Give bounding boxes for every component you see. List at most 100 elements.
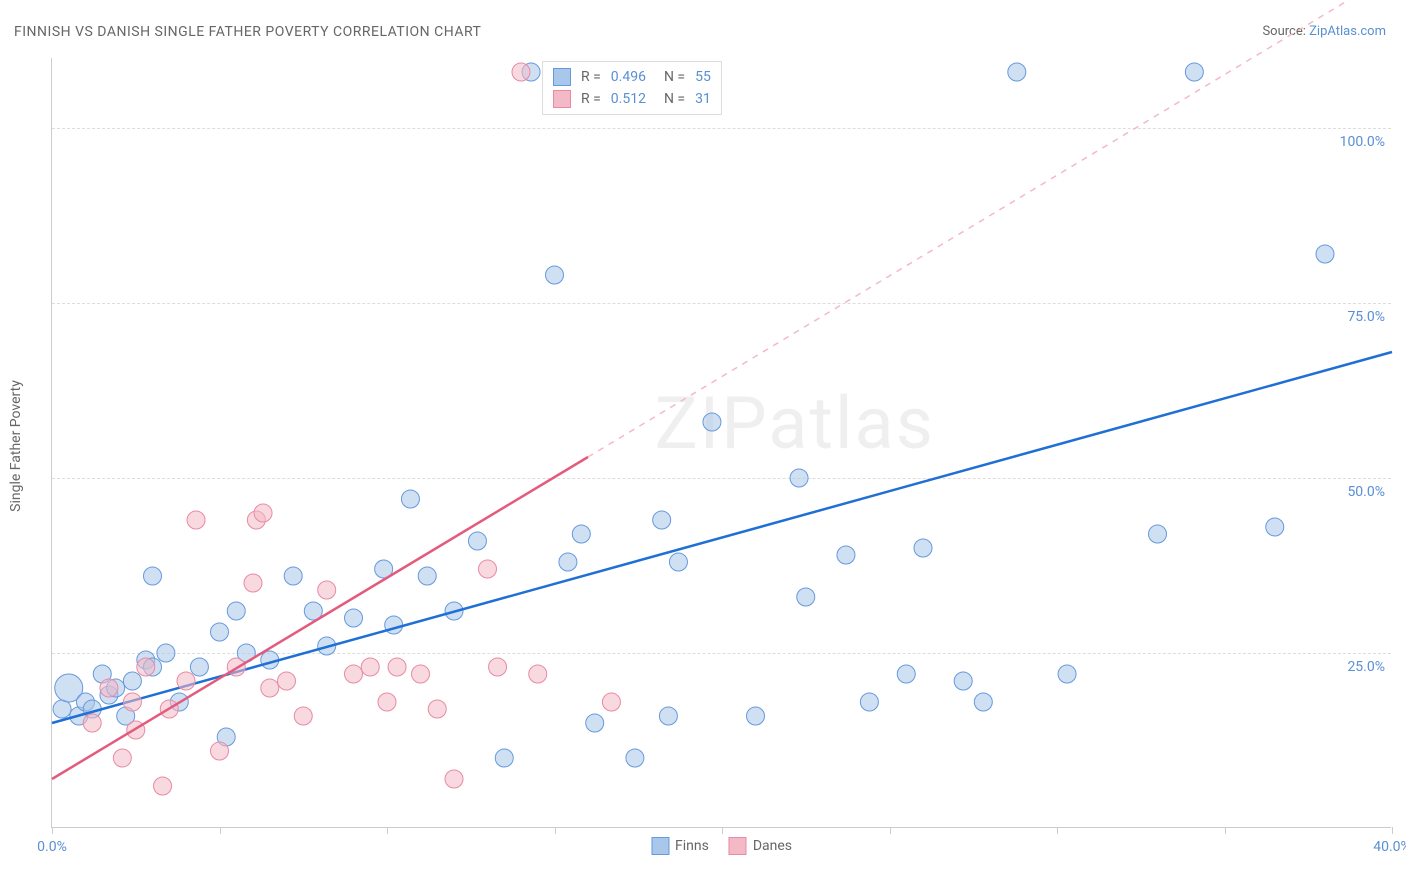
data-point bbox=[653, 511, 671, 529]
x-tick bbox=[722, 827, 723, 834]
r-value: 0.496 bbox=[611, 69, 646, 85]
n-label: N = bbox=[664, 69, 685, 85]
data-point bbox=[53, 700, 71, 718]
x-tick-label: 40.0% bbox=[1373, 839, 1406, 855]
x-tick bbox=[555, 827, 556, 834]
data-point bbox=[211, 742, 229, 760]
data-point bbox=[1316, 245, 1334, 263]
data-point bbox=[284, 567, 302, 585]
data-point bbox=[546, 266, 564, 284]
data-point bbox=[318, 581, 336, 599]
data-point bbox=[1266, 518, 1284, 536]
data-point bbox=[914, 539, 932, 557]
legend-swatch bbox=[553, 68, 571, 86]
data-point bbox=[703, 413, 721, 431]
data-point bbox=[468, 532, 486, 550]
legend-correlation: R = 0.496 N = 55R = 0.512 N = 31 bbox=[542, 61, 722, 115]
legend-row: R = 0.496 N = 55 bbox=[553, 66, 711, 88]
data-point bbox=[479, 560, 497, 578]
data-point bbox=[669, 553, 687, 571]
data-point bbox=[211, 623, 229, 641]
data-point bbox=[954, 672, 972, 690]
data-point bbox=[559, 553, 577, 571]
data-point bbox=[123, 672, 141, 690]
data-point bbox=[361, 658, 379, 676]
legend-swatch bbox=[651, 837, 669, 855]
data-point bbox=[227, 602, 245, 620]
x-tick bbox=[1225, 827, 1226, 834]
trend-line bbox=[52, 457, 588, 779]
data-point bbox=[345, 609, 363, 627]
data-point bbox=[154, 777, 172, 795]
data-point bbox=[586, 714, 604, 732]
data-point bbox=[445, 770, 463, 788]
r-label: R = bbox=[581, 69, 601, 85]
data-point bbox=[177, 672, 195, 690]
data-point bbox=[659, 707, 677, 725]
data-point bbox=[113, 749, 131, 767]
legend-series: Finns Danes bbox=[651, 837, 792, 855]
data-point bbox=[418, 567, 436, 585]
n-value: 31 bbox=[695, 91, 711, 107]
data-point bbox=[1058, 665, 1076, 683]
data-point bbox=[1185, 63, 1203, 81]
plot-area: ZIPatlas 25.0%50.0%75.0%100.0% 0.0%40.0%… bbox=[51, 58, 1391, 828]
data-point bbox=[512, 63, 530, 81]
data-point bbox=[244, 574, 262, 592]
legend-label: Danes bbox=[753, 838, 792, 854]
x-tick bbox=[1057, 827, 1058, 834]
chart-title: FINNISH VS DANISH SINGLE FATHER POVERTY … bbox=[14, 24, 481, 40]
y-axis-label: Single Father Poverty bbox=[8, 380, 24, 512]
scatter-chart bbox=[52, 58, 1391, 827]
data-point bbox=[388, 658, 406, 676]
x-tick bbox=[220, 827, 221, 834]
data-point bbox=[974, 693, 992, 711]
x-tick bbox=[52, 827, 53, 834]
data-point bbox=[187, 511, 205, 529]
data-point bbox=[144, 567, 162, 585]
data-point bbox=[1149, 525, 1167, 543]
data-point bbox=[428, 700, 446, 718]
data-point bbox=[254, 504, 272, 522]
data-point bbox=[261, 679, 279, 697]
x-tick bbox=[1392, 827, 1393, 834]
data-point bbox=[897, 665, 915, 683]
data-point bbox=[747, 707, 765, 725]
legend-item: Finns bbox=[651, 837, 709, 855]
data-point bbox=[797, 588, 815, 606]
data-point bbox=[157, 644, 175, 662]
data-point bbox=[278, 672, 296, 690]
legend-item: Danes bbox=[729, 837, 792, 855]
data-point bbox=[602, 693, 620, 711]
data-point bbox=[489, 658, 507, 676]
r-value: 0.512 bbox=[611, 91, 646, 107]
legend-label: Finns bbox=[675, 838, 709, 854]
data-point bbox=[626, 749, 644, 767]
trend-line bbox=[52, 352, 1392, 723]
data-point bbox=[345, 665, 363, 683]
data-point bbox=[100, 679, 118, 697]
data-point bbox=[83, 714, 101, 732]
data-point bbox=[294, 707, 312, 725]
data-point bbox=[401, 490, 419, 508]
data-point bbox=[572, 525, 590, 543]
source-label: Source: bbox=[1262, 24, 1305, 39]
data-point bbox=[860, 693, 878, 711]
x-tick bbox=[387, 827, 388, 834]
n-value: 55 bbox=[695, 69, 711, 85]
data-point bbox=[412, 665, 430, 683]
data-point bbox=[137, 658, 155, 676]
x-tick bbox=[890, 827, 891, 834]
data-point bbox=[123, 693, 141, 711]
legend-swatch bbox=[729, 837, 747, 855]
source-attribution: Source: ZipAtlas.com bbox=[1262, 24, 1386, 39]
data-point bbox=[790, 469, 808, 487]
source-link[interactable]: ZipAtlas.com bbox=[1309, 24, 1386, 39]
legend-row: R =0.512N =31 bbox=[553, 88, 711, 110]
legend-swatch bbox=[553, 90, 571, 108]
data-point bbox=[495, 749, 513, 767]
x-tick-label: 0.0% bbox=[37, 839, 67, 855]
n-label: N = bbox=[664, 91, 685, 107]
data-point bbox=[837, 546, 855, 564]
data-point bbox=[1008, 63, 1026, 81]
